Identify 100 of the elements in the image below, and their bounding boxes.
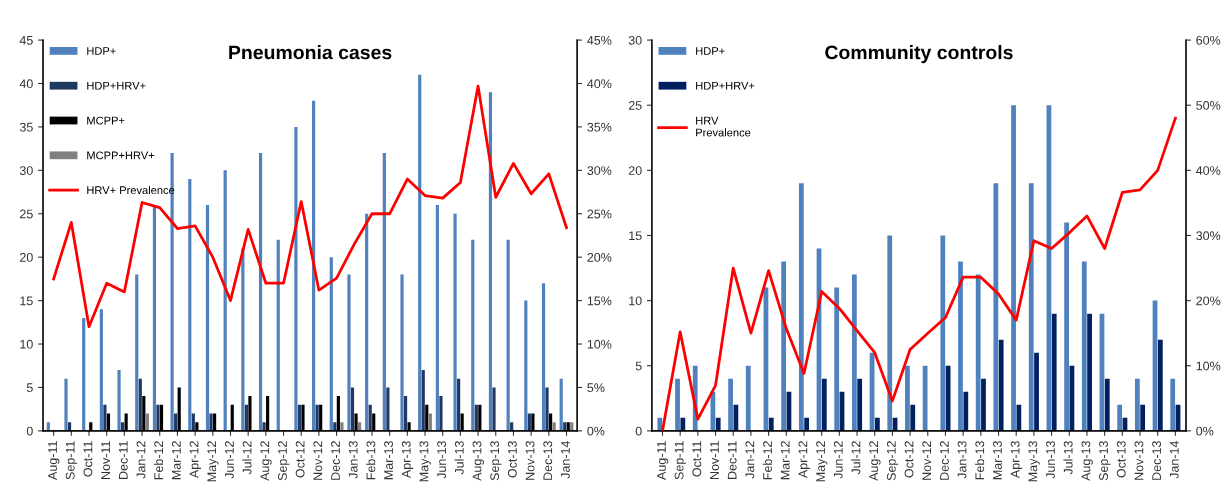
x-tick-label: Oct-12 xyxy=(904,441,914,478)
bar xyxy=(492,387,496,431)
bar xyxy=(365,213,369,431)
x-tick-label: Mar-13 xyxy=(384,441,393,480)
x-tick-label: Aug-13 xyxy=(1081,441,1093,481)
x-tick-label: Sep-12 xyxy=(278,441,290,481)
y2-tick-label: 25% xyxy=(587,209,612,219)
bar xyxy=(400,274,404,431)
bar xyxy=(545,387,549,431)
bar xyxy=(874,417,880,431)
bar xyxy=(315,404,319,431)
bar xyxy=(135,274,139,431)
x-tick-label: Mar-12 xyxy=(171,441,181,480)
bar xyxy=(457,378,461,431)
bar xyxy=(297,404,302,431)
legend-label: HRV Prevalence xyxy=(696,116,751,137)
x-tick-label: Aug-13 xyxy=(472,441,484,481)
x-tick-label: Jan-14 xyxy=(1170,440,1179,479)
bar xyxy=(804,417,810,431)
y2-tick-label: 10% xyxy=(587,339,612,349)
legend-label: MCPP+ xyxy=(87,116,125,125)
bar xyxy=(262,422,266,431)
legend-label: HDP+ xyxy=(87,47,116,55)
x-tick-label: Feb-12 xyxy=(762,441,772,480)
bar xyxy=(191,413,195,431)
chart-title: Pneumonia cases xyxy=(229,45,392,60)
bar xyxy=(958,261,963,431)
bar xyxy=(347,274,351,431)
line-series xyxy=(52,84,568,329)
legend-label: HDP+HRV+ xyxy=(87,81,146,90)
bar xyxy=(1081,261,1087,431)
bar xyxy=(1064,222,1069,431)
bar xyxy=(527,413,531,431)
x-tick-label: Mar-12 xyxy=(780,441,790,480)
bar xyxy=(1034,352,1039,431)
y-tick-label: 15 xyxy=(629,231,642,241)
x-tick-label: Feb-12 xyxy=(153,441,164,480)
y-tick-label: 35 xyxy=(19,122,33,132)
bar xyxy=(910,404,916,431)
y2-tick-label: 5% xyxy=(587,383,605,393)
y2-tick-label: 45% xyxy=(587,35,612,45)
x-tick-label: Jul-12 xyxy=(242,441,252,475)
bar xyxy=(852,274,857,431)
x-tick-label: Dec-11 xyxy=(727,441,737,479)
y-tick-label: 5 xyxy=(26,383,33,393)
x-tick-label: Feb-13 xyxy=(366,441,376,480)
x-tick-label: May-12 xyxy=(816,441,828,482)
bar xyxy=(368,404,372,431)
x-tick-label: Oct-13 xyxy=(1116,441,1126,478)
bar xyxy=(945,365,951,431)
bar xyxy=(1104,378,1110,431)
x-tick-label: Jun-13 xyxy=(1046,441,1055,479)
y2-tick-label: 15% xyxy=(587,296,612,306)
bar xyxy=(834,287,840,431)
x-tick-label: Sep-13 xyxy=(490,441,502,481)
y-tick-label: 30 xyxy=(19,166,33,175)
y2-tick-label: 30% xyxy=(587,166,612,175)
x-tick-label: Jan-13 xyxy=(957,441,967,479)
y2-tick-label: 10% xyxy=(1196,361,1221,371)
y2-tick-label: 40% xyxy=(1195,166,1221,175)
bar xyxy=(64,378,68,431)
x-tick-label: Jul-13 xyxy=(1063,441,1073,475)
bar xyxy=(117,370,121,431)
bar xyxy=(680,417,686,431)
bar xyxy=(1117,404,1123,431)
x-tick-label: Nov-12 xyxy=(922,441,932,480)
x-tick-label: Jun-12 xyxy=(224,441,234,479)
chart-title: Community controls xyxy=(825,45,1013,64)
y-tick-label: 25 xyxy=(628,101,642,110)
bar xyxy=(152,205,157,431)
bar xyxy=(905,365,910,431)
bar xyxy=(1134,378,1140,431)
bar xyxy=(1087,313,1092,431)
y-tick-label: 20 xyxy=(20,252,33,262)
y2-tick-label: 0% xyxy=(587,426,605,436)
bar xyxy=(963,391,969,431)
y2-tick-label: 40% xyxy=(587,79,612,89)
x-tick-label: Jan-14 xyxy=(561,440,570,479)
bar xyxy=(312,100,316,431)
bar xyxy=(715,417,721,431)
bar xyxy=(993,183,999,431)
x-tick-label: Dec-11 xyxy=(119,441,128,479)
y-tick-label: 25 xyxy=(20,209,33,219)
x-tick-label: Aug-11 xyxy=(657,441,669,480)
bar xyxy=(657,417,663,431)
bar xyxy=(1011,105,1016,431)
bar xyxy=(174,413,178,431)
bar xyxy=(453,213,457,431)
y-tick-label: 20 xyxy=(628,166,642,175)
x-tick-label: Apr-13 xyxy=(1010,441,1023,479)
bar xyxy=(675,378,680,431)
y2-tick-label: 30% xyxy=(1196,231,1221,241)
x-tick-label: May-12 xyxy=(207,441,219,482)
bar xyxy=(258,152,263,431)
x-tick-label: Mar-13 xyxy=(993,441,1002,480)
bar xyxy=(1140,404,1146,431)
y2-tick-label: 35% xyxy=(587,122,612,132)
bar xyxy=(223,170,227,431)
y-tick-label: 30 xyxy=(628,35,642,45)
x-tick-label: Aug-12 xyxy=(260,441,272,481)
